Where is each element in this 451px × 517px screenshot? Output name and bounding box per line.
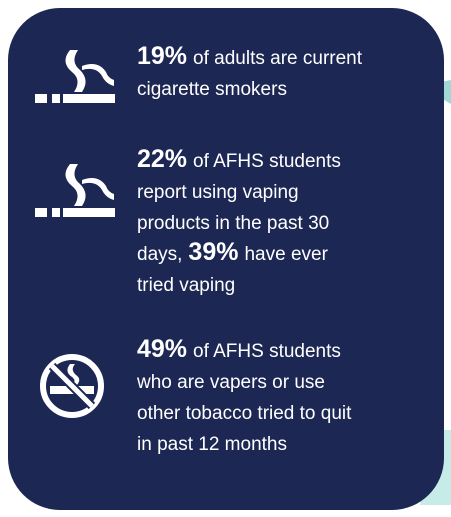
- panel: [8, 8, 444, 510]
- statement-text: in past 12 months: [137, 434, 287, 455]
- statement-line: 19% of adults are current: [137, 42, 363, 70]
- statement-text: other tobacco tried to quit: [137, 403, 352, 424]
- statement-text: who are vapers or use: [136, 372, 325, 393]
- statement-text: of AFHS students: [193, 341, 341, 362]
- statement-text: products in the past 30: [137, 213, 329, 234]
- statement-line: 49% of AFHS students: [137, 335, 341, 363]
- statement-line: cigarette smokers: [137, 79, 287, 100]
- statement-text: of adults are current: [193, 48, 363, 69]
- statement-text: have ever: [244, 244, 328, 265]
- statement-text: of AFHS students: [193, 151, 341, 172]
- statement-text: cigarette smokers: [137, 79, 287, 100]
- no-smoking-icon: [40, 354, 104, 418]
- statement-line: in past 12 months: [137, 434, 287, 455]
- statement-text: days,: [137, 244, 182, 265]
- statement-text: tried vaping: [137, 275, 235, 296]
- statistic: 19%: [137, 42, 187, 70]
- statistic: 39%: [188, 238, 238, 266]
- statement-line: report using vaping: [137, 182, 299, 203]
- statement-line: other tobacco tried to quit: [137, 403, 352, 424]
- statement-text: report using vaping: [137, 182, 299, 203]
- statement-line: days, 39% have ever: [137, 238, 329, 266]
- vaping-icon: [35, 164, 115, 217]
- statement-line: tried vaping: [137, 275, 235, 296]
- statement-line: who are vapers or use: [136, 372, 325, 393]
- statement-line: products in the past 30: [137, 213, 329, 234]
- statistic: 22%: [137, 145, 187, 173]
- statement-line: 22% of AFHS students: [137, 145, 341, 173]
- statistic: 49%: [137, 335, 187, 363]
- cigarette-icon: [35, 50, 115, 103]
